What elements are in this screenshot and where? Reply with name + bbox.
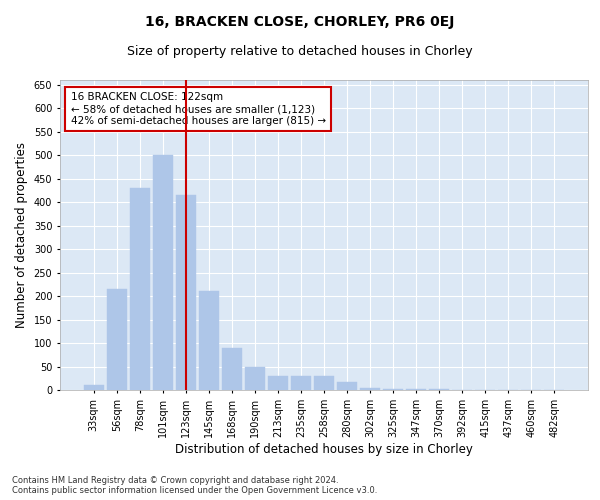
Bar <box>268 376 288 390</box>
Y-axis label: Number of detached properties: Number of detached properties <box>15 142 28 328</box>
Bar <box>430 389 449 390</box>
Bar <box>291 376 311 390</box>
Text: Size of property relative to detached houses in Chorley: Size of property relative to detached ho… <box>127 45 473 58</box>
Bar <box>314 376 334 390</box>
Bar <box>176 195 196 390</box>
Bar <box>406 388 426 390</box>
Bar <box>130 188 149 390</box>
Bar <box>107 289 127 390</box>
Bar <box>199 292 218 390</box>
Bar <box>153 155 173 390</box>
Bar <box>337 382 357 390</box>
X-axis label: Distribution of detached houses by size in Chorley: Distribution of detached houses by size … <box>175 442 473 456</box>
Bar <box>360 388 380 390</box>
Bar <box>245 366 265 390</box>
Bar <box>222 348 242 390</box>
Text: 16, BRACKEN CLOSE, CHORLEY, PR6 0EJ: 16, BRACKEN CLOSE, CHORLEY, PR6 0EJ <box>145 15 455 29</box>
Bar <box>383 388 403 390</box>
Text: Contains HM Land Registry data © Crown copyright and database right 2024.
Contai: Contains HM Land Registry data © Crown c… <box>12 476 377 495</box>
Bar <box>84 386 104 390</box>
Text: 16 BRACKEN CLOSE: 122sqm
← 58% of detached houses are smaller (1,123)
42% of sem: 16 BRACKEN CLOSE: 122sqm ← 58% of detach… <box>71 92 326 126</box>
